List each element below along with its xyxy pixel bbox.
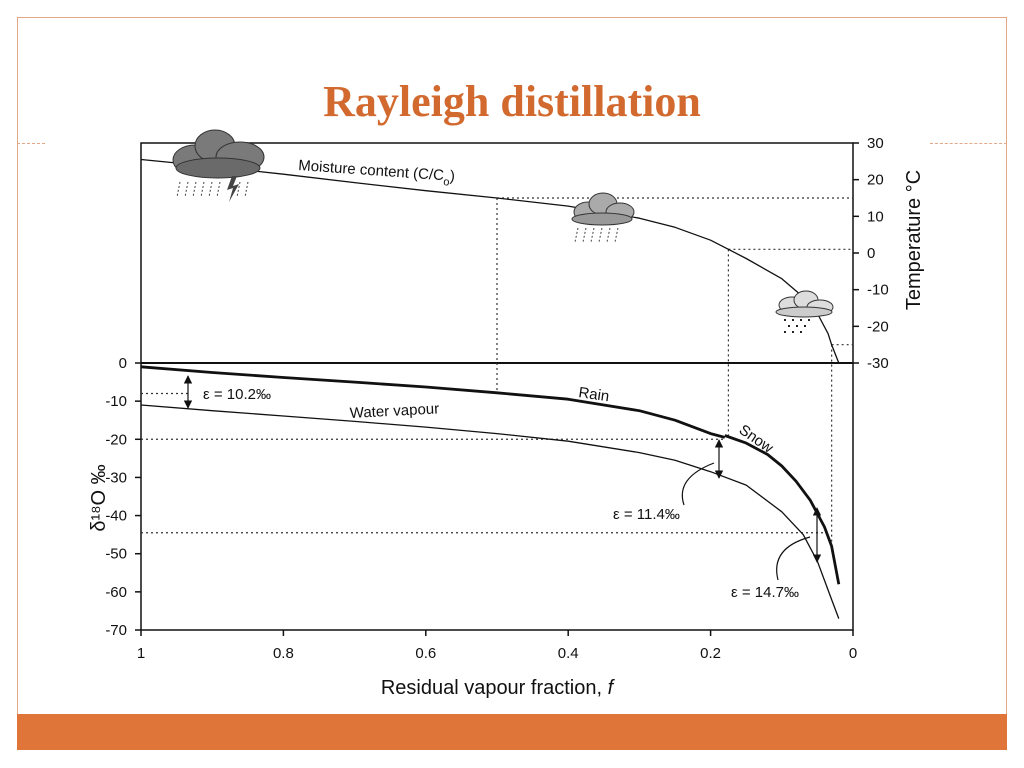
- rain-label: Rain: [577, 384, 610, 405]
- y-tick-label-left: -40: [105, 508, 127, 525]
- epsilon-label-3: ε = 14.7‰: [731, 584, 799, 601]
- epsilon-leader-3: [776, 536, 811, 581]
- x-tick-label: 1: [137, 645, 145, 662]
- snow-label: Snow: [736, 421, 777, 457]
- y-tick-label-left: 0: [119, 355, 127, 372]
- epsilon-arrows: [183, 375, 822, 581]
- y-tick-label-left: -10: [105, 393, 127, 410]
- moisture-label: Moisture content (C/Co): [297, 157, 455, 189]
- title-rule-right: [930, 143, 1007, 144]
- guide-lines: [141, 197, 853, 547]
- storm-cloud-icon: [172, 129, 265, 202]
- y-tick-label-right: 20: [867, 172, 884, 189]
- y-tick-label-right: -20: [867, 318, 889, 335]
- series-line-snow: [724, 434, 841, 585]
- rain-cloud-icon: [571, 192, 635, 243]
- footer-bar: [17, 714, 1007, 750]
- slide-title: Rayleigh distillation: [323, 77, 701, 126]
- tick-marks: 1 0.8 0.6 0.4 0.2 0 0 -10 -20 -30 -40 -50 -60 -70 30 20…: [105, 135, 888, 662]
- series-line-moisture-content-c-c: [140, 158, 840, 364]
- plot-frame: [140, 142, 854, 631]
- y-tick-label-left: -50: [105, 546, 127, 563]
- title-rule-left: [17, 143, 45, 144]
- y-tick-label-left: -60: [105, 584, 127, 601]
- series-lines: [140, 158, 841, 619]
- series-line-water-vapour: [140, 404, 840, 619]
- x-tick-label: 0.8: [273, 645, 294, 662]
- y-tick-label-left: -30: [105, 469, 127, 486]
- water-vapour-label: Water vapour: [349, 400, 439, 422]
- y-axis-title-right: Temperature °C: [903, 170, 925, 310]
- x-tick-label: 0.2: [700, 645, 721, 662]
- y-tick-label-left: -20: [105, 431, 127, 448]
- y-tick-label-right: 10: [867, 208, 884, 225]
- y-tick-label-right: 0: [867, 245, 875, 262]
- epsilon-label-1: ε = 10.2‰: [203, 386, 271, 403]
- epsilon-leader-2: [681, 462, 715, 506]
- y-axis-title-left: δ¹⁸O ‰: [88, 464, 110, 531]
- y-tick-label-right: 30: [867, 135, 884, 152]
- snow-cloud-icon: [775, 290, 834, 333]
- x-tick-label: 0.6: [415, 645, 436, 662]
- y-tick-label-right: -10: [867, 282, 889, 299]
- x-tick-label: 0: [849, 645, 857, 662]
- y-tick-label-left: -70: [105, 622, 127, 639]
- series-line-rain: [140, 365, 726, 439]
- y-tick-label-right: -30: [867, 355, 889, 372]
- epsilon-label-2: ε = 11.4‰: [613, 506, 680, 523]
- x-axis-title: Residual vapour fraction, f: [381, 677, 616, 699]
- x-tick-label: 0.4: [558, 645, 579, 662]
